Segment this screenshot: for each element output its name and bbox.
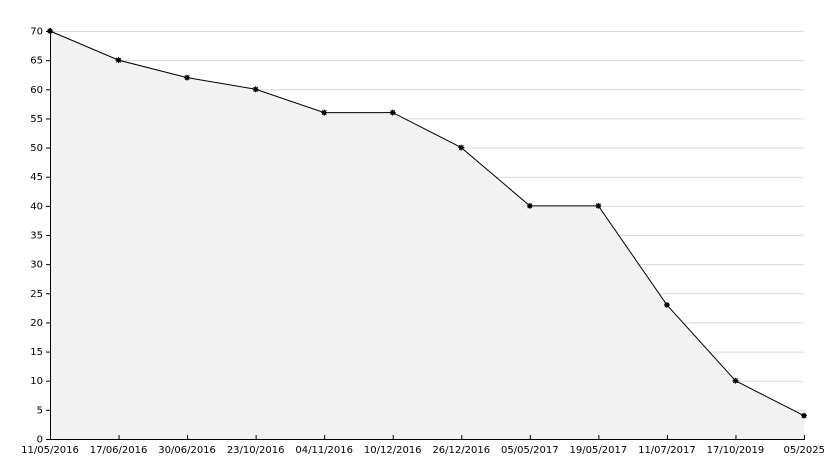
series-line (49, 30, 805, 417)
y-tick-label-25: 25 (30, 289, 43, 300)
data-point-7 (526, 202, 533, 209)
data-point-2 (184, 74, 191, 81)
x-tick-label-5: 10/12/2016 (364, 445, 422, 456)
data-points (47, 28, 807, 419)
y-tick-label-10: 10 (30, 376, 43, 387)
y-tick-label-55: 55 (30, 114, 43, 125)
x-tick-label-4: 04/11/2016 (295, 445, 353, 456)
y-tick-label-15: 15 (30, 347, 43, 358)
y-tick-label-65: 65 (30, 56, 43, 67)
series-line-layer (49, 30, 805, 417)
x-tick-label-1: 17/06/2016 (90, 445, 148, 456)
y-tick-label-70: 70 (30, 27, 43, 38)
x-tick-label-3: 23/10/2016 (227, 445, 285, 456)
x-tick-label-6: 26/12/2016 (432, 445, 490, 456)
x-tick-label-8: 19/05/2017 (570, 445, 628, 456)
x-tick-label-10: 17/10/2019 (707, 445, 765, 456)
y-tick-label-5: 5 (37, 405, 43, 416)
data-point-1 (115, 57, 122, 64)
x-tick-label-9: 11/07/2017 (638, 445, 696, 456)
y-tick-label-0: 0 (37, 435, 43, 446)
x-tick-label-7: 05/05/2017 (501, 445, 559, 456)
y-tick-label-30: 30 (30, 260, 43, 271)
y-tick-label-20: 20 (30, 318, 43, 329)
data-point-9 (663, 301, 670, 308)
data-point-3 (252, 86, 259, 93)
y-tick-label-35: 35 (30, 231, 43, 242)
y-axis-ticks: 0 5 10 15 20 25 30 35 40 45 50 55 60 65 70 (30, 27, 50, 446)
y-tick-label-60: 60 (30, 85, 43, 96)
x-axis-ticks: 11/05/2016 17/06/2016 30/06/2016 23/10/2016… (21, 435, 825, 456)
data-point-5 (389, 109, 396, 116)
data-point-10 (732, 377, 739, 384)
x-tick-label-2: 30/06/2016 (158, 445, 216, 456)
x-tick-label-11: 05/2025 (783, 445, 825, 456)
data-point-4 (321, 109, 328, 116)
data-point-11 (801, 412, 807, 419)
y-tick-label-45: 45 (30, 172, 43, 183)
y-tick-label-40: 40 (30, 201, 43, 212)
data-point-6 (458, 144, 465, 151)
data-point-8 (595, 202, 602, 209)
y-tick-label-50: 50 (30, 143, 43, 154)
x-tick-label-0: 11/05/2016 (21, 445, 79, 456)
area-fill (50, 31, 804, 439)
area-fill-layer (50, 31, 804, 439)
axes (50, 28, 805, 440)
